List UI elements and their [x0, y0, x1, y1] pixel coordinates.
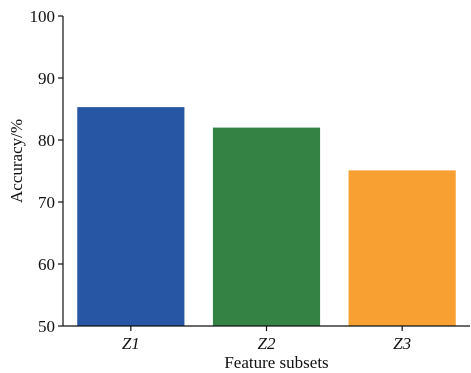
x-axis-label: Feature subsets	[224, 353, 328, 372]
x-tick-label-z1: Z1	[122, 334, 140, 353]
y-tick-label: 100	[30, 7, 56, 26]
y-tick-label: 90	[38, 69, 55, 88]
x-axis-ticks: Z1 Z2 Z3	[122, 326, 411, 353]
y-axis-ticks: 50 60 70 80 90 100	[30, 7, 63, 336]
bar-z3	[348, 170, 456, 326]
bars-group	[77, 107, 456, 326]
y-tick-label: 50	[38, 317, 55, 336]
y-tick-label: 80	[38, 131, 55, 150]
x-tick-label-z3: Z3	[393, 334, 411, 353]
y-tick-label: 70	[38, 193, 55, 212]
y-tick-label: 60	[38, 255, 55, 274]
x-tick-label-z2: Z2	[258, 334, 276, 353]
bar-z2	[212, 127, 321, 326]
bar-z1	[77, 107, 185, 326]
y-axis-label: Accuracy/%	[7, 119, 26, 203]
